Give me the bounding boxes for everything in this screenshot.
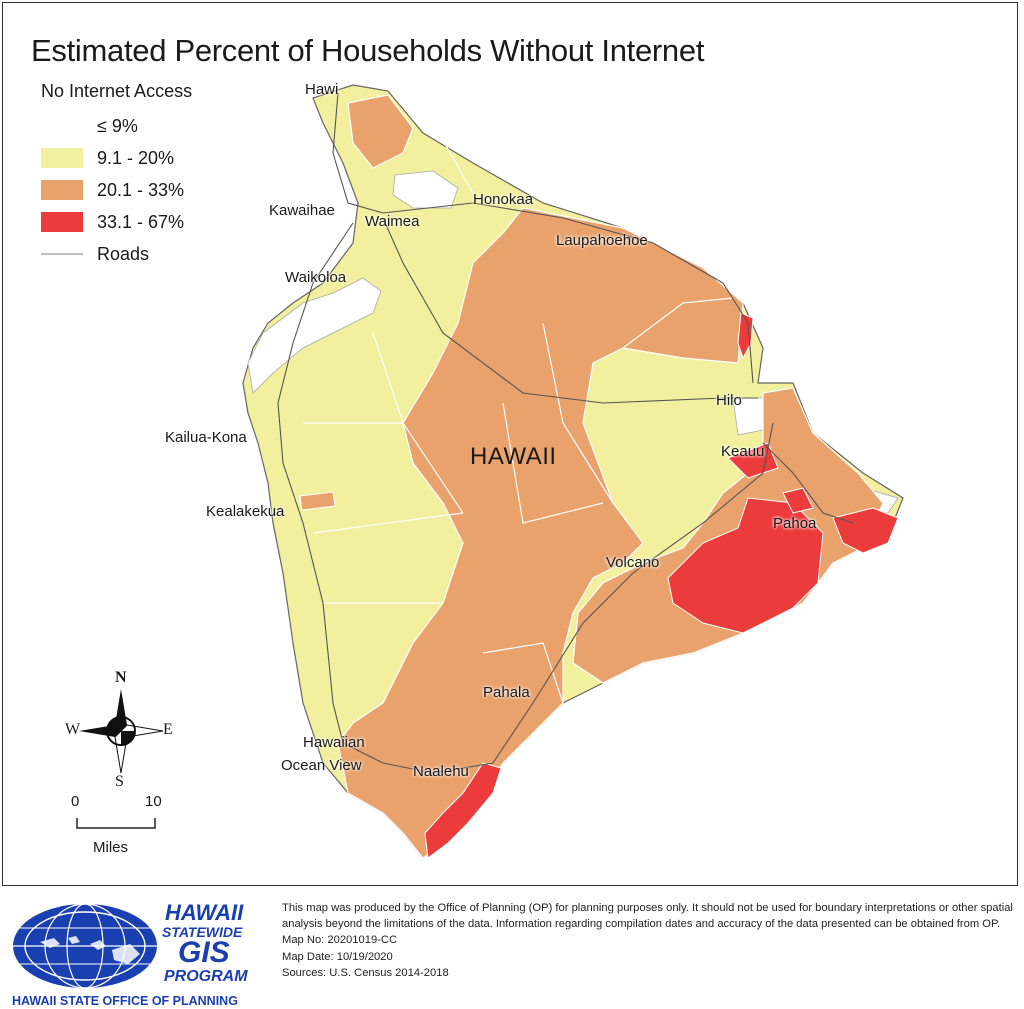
region-orange-kealakekua xyxy=(299,491,336,511)
region-orange-kohala xyxy=(347,94,414,169)
legend-swatch xyxy=(41,212,83,232)
place-label-kailua-kona: Kailua-Kona xyxy=(165,429,247,446)
place-label-waikoloa: Waikoloa xyxy=(285,269,347,286)
place-label-naalehu: Naalehu xyxy=(413,763,469,780)
map-date: Map Date: 10/19/2020 xyxy=(282,950,393,963)
region-red-keaau xyxy=(727,442,779,479)
place-label-honokaa: Honokaa xyxy=(473,191,534,208)
legend-title: No Internet Access xyxy=(41,81,193,101)
legend-label: 33.1 - 67% xyxy=(97,211,185,232)
compass-west: W xyxy=(65,721,81,738)
legend-item-red: 33.1 - 67% xyxy=(41,206,192,238)
place-label-hawi: Hawi xyxy=(305,81,339,98)
legend-item-yellow: 9.1 - 20% xyxy=(41,142,192,174)
region-red-puna xyxy=(667,497,824,634)
legend-item-orange: 20.1 - 33% xyxy=(41,174,192,206)
legend-label: 9.1 - 20% xyxy=(97,147,175,168)
place-label-waimea: Waimea xyxy=(365,213,420,230)
region-red-hamakua xyxy=(737,312,754,360)
map-number: Map No: 20201019-CC xyxy=(282,934,398,947)
globe-icon xyxy=(13,903,157,989)
region-low-waimea xyxy=(392,170,459,209)
legend-swatch xyxy=(41,180,83,200)
island-label: HAWAII xyxy=(470,443,557,470)
place-label-laupahoehoe: Laupahoehoe xyxy=(556,232,648,249)
compass-north: N xyxy=(115,669,127,686)
compass-rose xyxy=(79,689,164,774)
map-title: Estimated Percent of Households Without … xyxy=(31,33,705,68)
region-red-pahoa xyxy=(782,487,814,514)
region-low-waikoloa xyxy=(247,277,382,394)
logo-line-gis: GIS xyxy=(178,936,230,969)
compass-east: E xyxy=(163,721,173,738)
legend-item-low: ≤ 9% xyxy=(41,110,192,142)
place-label-pahoa: Pahoa xyxy=(773,515,817,532)
place-label-hawaiian: Hawaiian xyxy=(303,734,365,751)
legend-label: 20.1 - 33% xyxy=(97,179,185,200)
place-label-ocean-view: Ocean View xyxy=(281,757,362,774)
disclaimer-text: This map was produced by the Office of P… xyxy=(282,902,1013,931)
scale-bar xyxy=(76,818,156,829)
logo-line-statewide: STATEWIDE xyxy=(162,924,243,940)
scale-max: 10 xyxy=(145,793,162,810)
footer: HAWAII STATEWIDE GIS PROGRAM HAWAII STAT… xyxy=(0,890,1024,1009)
place-label-keauu: Keauu xyxy=(721,443,765,460)
scale-unit: Miles xyxy=(93,839,129,856)
place-label-kawaihae: Kawaihae xyxy=(269,202,335,219)
legend: No Internet Access ≤ 9% 9.1 - 20% 20.1 -… xyxy=(41,81,192,270)
map-sources: Sources: U.S. Census 2014-2018 xyxy=(282,966,449,979)
region-red-naalehu xyxy=(424,762,502,859)
legend-swatch xyxy=(41,148,83,168)
logo-line-hawaii: HAWAII xyxy=(165,900,244,925)
legend-swatch-road xyxy=(41,253,83,255)
region-red-kapoho xyxy=(832,507,899,554)
map-notes: This map was produced by the Office of P… xyxy=(282,900,1017,981)
place-label-pahala: Pahala xyxy=(483,684,530,701)
map-canvas xyxy=(76,84,904,859)
legend-item-roads: Roads xyxy=(41,238,192,270)
gis-program-logo: HAWAII STATEWIDE GIS PROGRAM HAWAII STAT… xyxy=(10,898,270,1008)
legend-swatch xyxy=(41,116,83,136)
scale-min: 0 xyxy=(71,793,80,810)
compass-south: S xyxy=(115,773,124,790)
place-label-volcano: Volcano xyxy=(606,554,660,571)
place-label-kealakekua: Kealakekua xyxy=(206,503,285,520)
legend-label: ≤ 9% xyxy=(97,115,138,136)
logo-line-program: PROGRAM xyxy=(164,968,248,985)
map-frame: Estimated Percent of Households Without … xyxy=(2,2,1018,886)
roads xyxy=(277,92,854,774)
logo-office: HAWAII STATE OFFICE OF PLANNING xyxy=(12,994,238,1008)
legend-label: Roads xyxy=(97,243,150,264)
tract-boundaries xyxy=(303,122,734,704)
place-label-hilo: Hilo xyxy=(716,392,742,409)
